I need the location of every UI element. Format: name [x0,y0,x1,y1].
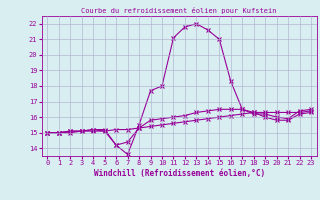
Title: Courbe du refroidissement éolien pour Kufstein: Courbe du refroidissement éolien pour Ku… [82,7,277,14]
X-axis label: Windchill (Refroidissement éolien,°C): Windchill (Refroidissement éolien,°C) [94,169,265,178]
